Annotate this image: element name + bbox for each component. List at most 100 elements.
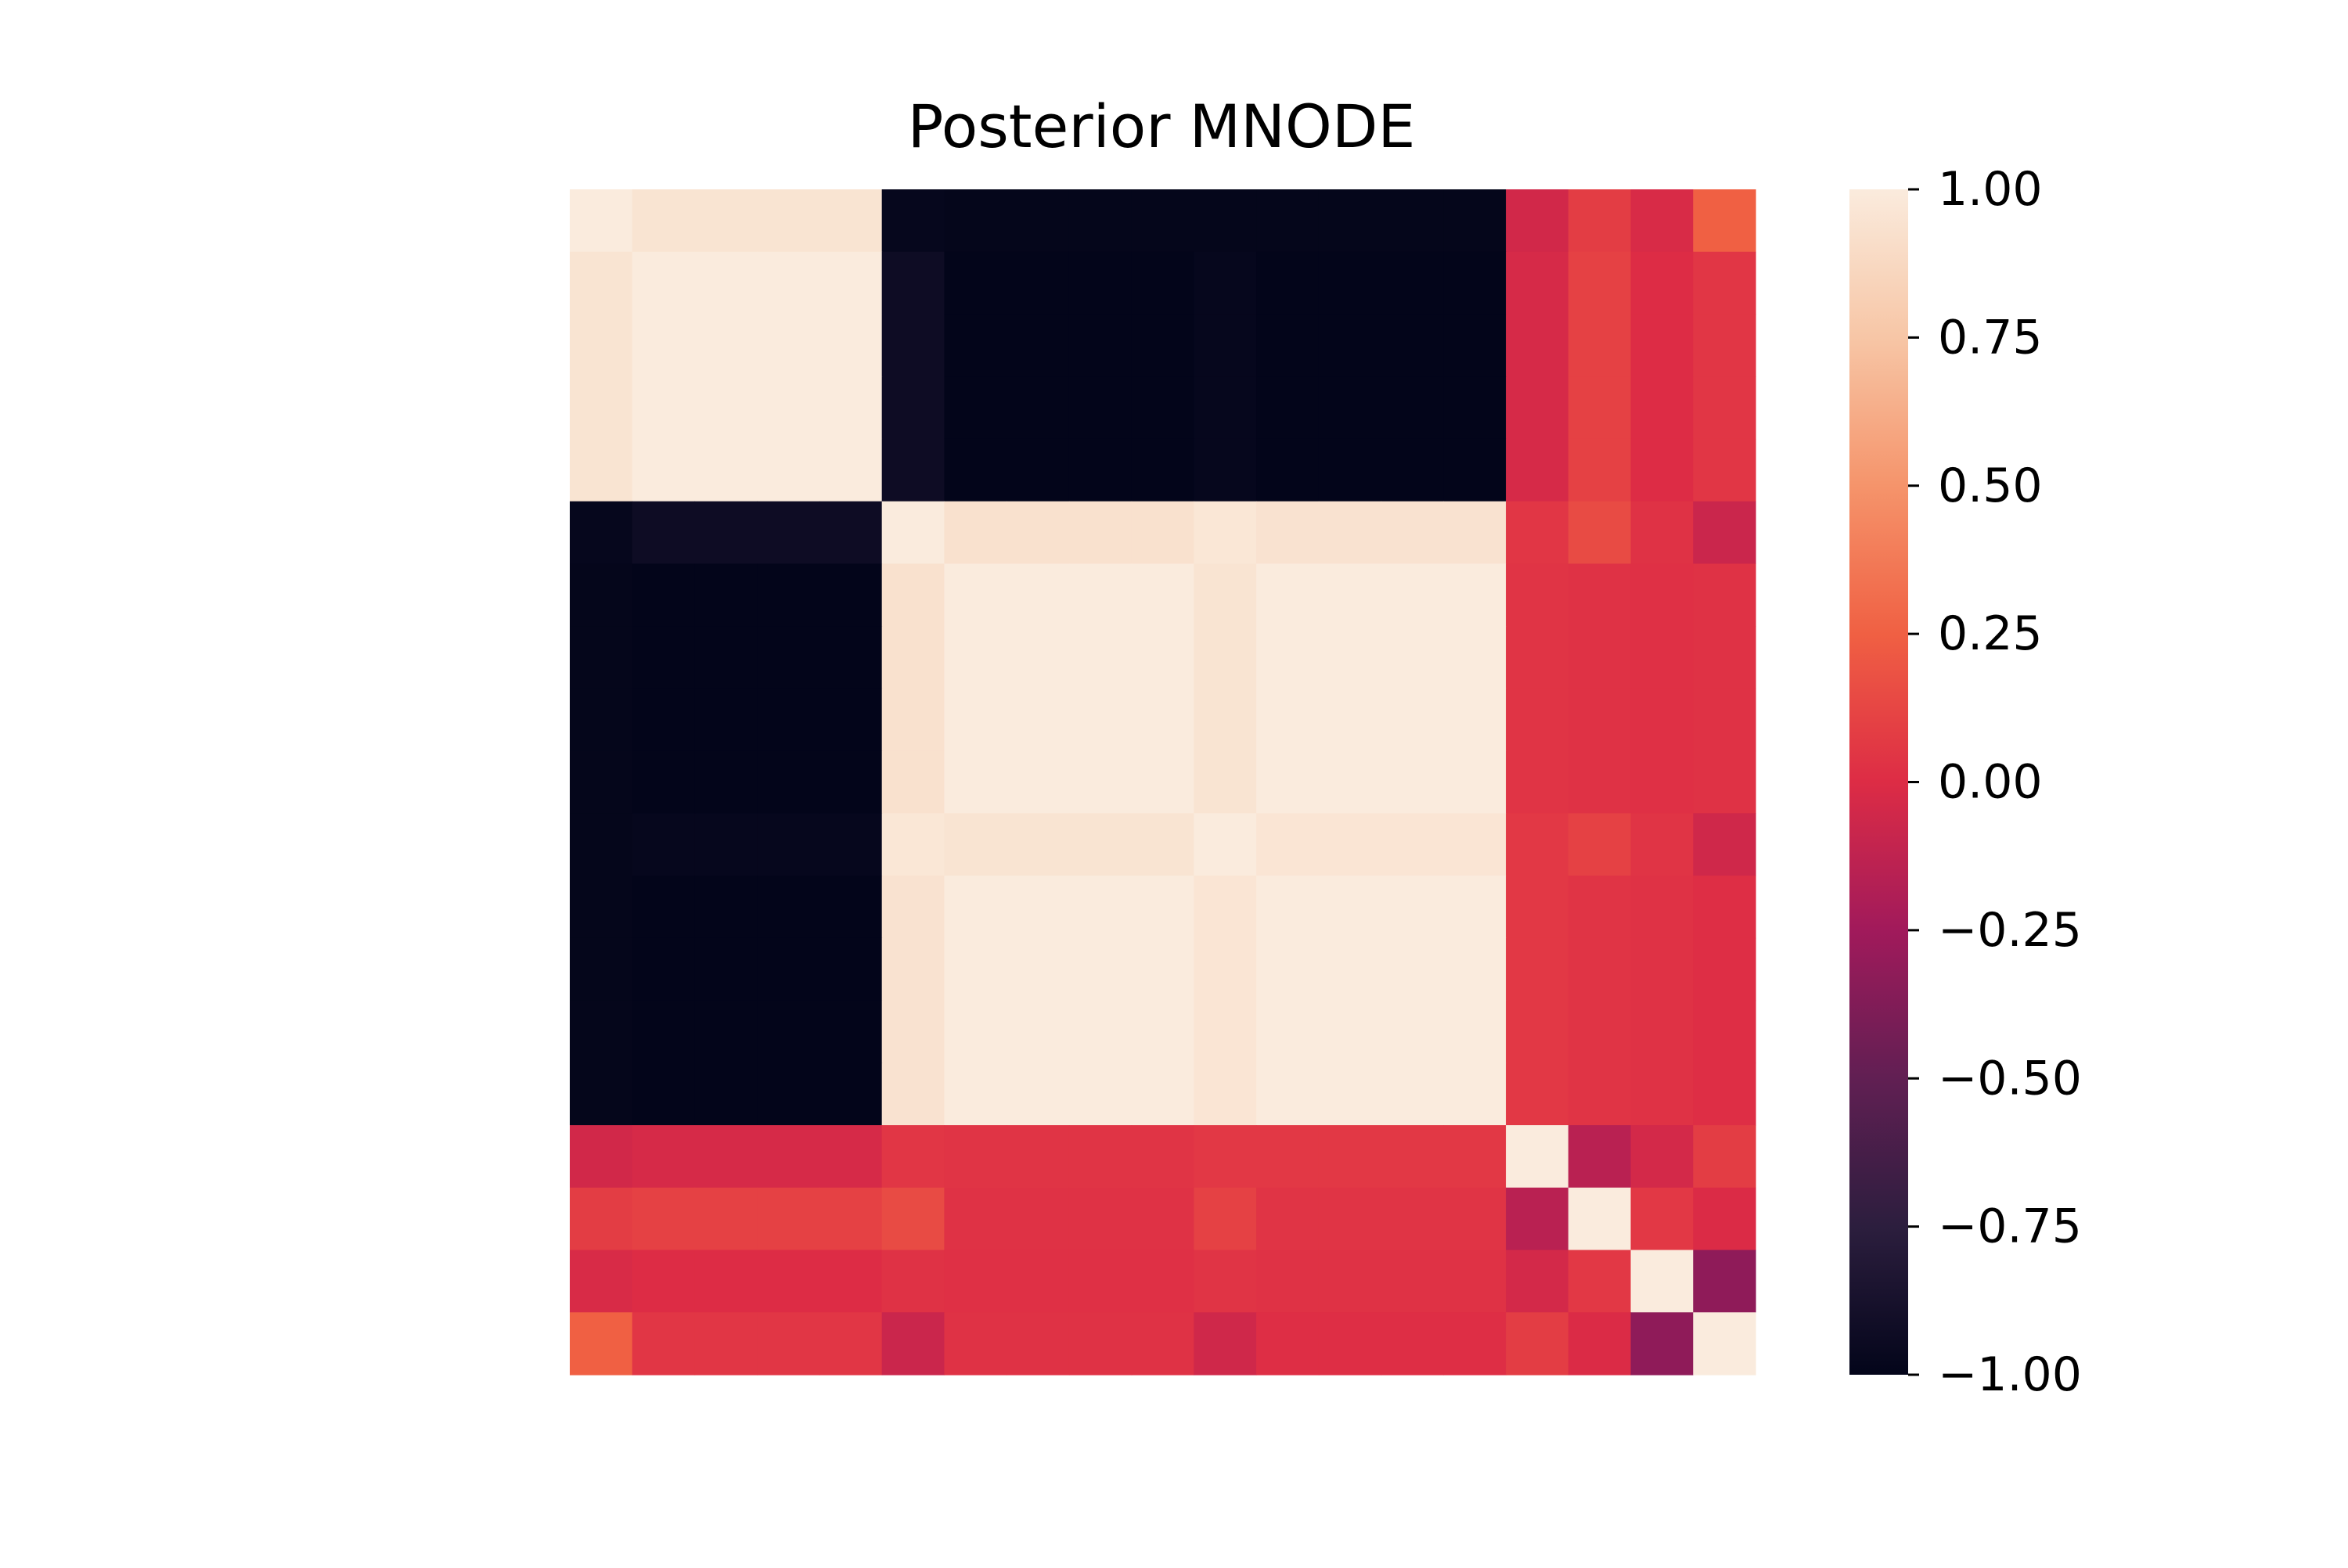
heatmap-cell-4-4 — [819, 438, 883, 502]
heatmap-cell-6-16 — [1568, 563, 1632, 627]
heatmap-cell-13-15 — [1506, 1000, 1569, 1063]
heatmap-cell-0-8 — [1068, 189, 1133, 253]
heatmap-cell-2-1 — [632, 314, 696, 377]
heatmap-cell-13-1 — [632, 1000, 696, 1063]
heatmap-cell-5-5 — [881, 501, 945, 565]
heatmap-cell-16-15 — [1506, 1187, 1569, 1251]
heatmap-cell-2-0 — [570, 314, 633, 377]
heatmap-cell-0-4 — [819, 189, 883, 253]
colorbar-tick-label: −0.75 — [1938, 1199, 2082, 1254]
heatmap-cell-10-1 — [632, 813, 696, 876]
heatmap-cell-4-14 — [1443, 438, 1507, 502]
heatmap-cell-11-3 — [757, 876, 820, 939]
heatmap-cell-1-6 — [944, 251, 1007, 315]
heatmap-cell-11-14 — [1443, 876, 1507, 939]
heatmap-cell-4-12 — [1318, 438, 1382, 502]
heatmap-cell-0-14 — [1443, 189, 1507, 253]
heatmap-cell-2-17 — [1630, 314, 1694, 377]
heatmap-cell-15-11 — [1256, 1125, 1320, 1189]
heatmap-cell-14-4 — [819, 1063, 883, 1126]
heatmap-cell-8-13 — [1381, 688, 1444, 752]
heatmap-cell-13-12 — [1318, 1000, 1382, 1063]
heatmap-cell-3-0 — [570, 376, 633, 440]
heatmap-cell-7-8 — [1068, 626, 1133, 689]
heatmap-cell-12-1 — [632, 937, 696, 1002]
heatmap-cell-5-7 — [1007, 501, 1070, 565]
colorbar-tick-label: 0.00 — [1938, 755, 2043, 810]
heatmap-cell-17-5 — [881, 1250, 945, 1313]
heatmap-cell-2-4 — [819, 314, 883, 377]
heatmap-cell-10-15 — [1506, 813, 1569, 876]
heatmap-cell-15-17 — [1630, 1125, 1694, 1189]
heatmap-cell-9-2 — [694, 750, 758, 814]
heatmap-cell-11-0 — [570, 876, 633, 939]
heatmap-cell-18-6 — [944, 1312, 1007, 1376]
heatmap-cell-0-10 — [1194, 189, 1257, 253]
heatmap-cell-14-15 — [1506, 1063, 1569, 1126]
heatmap-cell-18-3 — [757, 1312, 820, 1376]
heatmap-cell-2-14 — [1443, 314, 1507, 377]
heatmap-cell-16-18 — [1693, 1187, 1756, 1251]
heatmap-cell-15-8 — [1068, 1125, 1133, 1189]
heatmap-cell-17-18 — [1693, 1250, 1756, 1313]
heatmap-cell-5-17 — [1630, 501, 1694, 565]
heatmap-cell-14-13 — [1381, 1063, 1444, 1126]
heatmap-cell-1-12 — [1318, 251, 1382, 315]
heatmap-cell-17-13 — [1381, 1250, 1444, 1313]
heatmap-cell-9-12 — [1318, 750, 1382, 814]
heatmap-cell-15-16 — [1568, 1125, 1632, 1189]
heatmap-cell-11-10 — [1194, 876, 1257, 939]
heatmap-cell-3-1 — [632, 376, 696, 440]
heatmap-cell-16-3 — [757, 1187, 820, 1251]
heatmap-cell-3-5 — [881, 376, 945, 440]
heatmap-cell-14-1 — [632, 1063, 696, 1126]
heatmap-cell-4-15 — [1506, 438, 1569, 502]
heatmap-cell-12-17 — [1630, 937, 1694, 1002]
heatmap-cell-18-12 — [1318, 1312, 1382, 1376]
heatmap-cell-18-14 — [1443, 1312, 1507, 1376]
heatmap-cell-6-10 — [1194, 563, 1257, 627]
heatmap-cell-6-6 — [944, 563, 1007, 627]
heatmap-cell-4-17 — [1630, 438, 1694, 502]
heatmap-cell-6-4 — [819, 563, 883, 627]
heatmap-cell-8-12 — [1318, 688, 1382, 752]
heatmap-cell-7-16 — [1568, 626, 1632, 689]
heatmap-cell-18-7 — [1007, 1312, 1070, 1376]
heatmap-cell-0-18 — [1693, 189, 1756, 253]
heatmap-cell-10-9 — [1131, 813, 1194, 876]
heatmap-cell-9-17 — [1630, 750, 1694, 814]
colorbar-tick-label: 1.00 — [1938, 162, 2043, 217]
heatmap-cell-7-12 — [1318, 626, 1382, 689]
colorbar-ticks: 1.00 0.75 0.50 0.25 0.00 −0.25 −0.50 −0.75 −1.00 — [1908, 162, 2082, 1402]
heatmap-cell-12-14 — [1443, 937, 1507, 1002]
heatmap-cell-0-17 — [1630, 189, 1694, 253]
heatmap-cell-1-2 — [694, 251, 758, 315]
heatmap-cell-0-7 — [1007, 189, 1070, 253]
heatmap-cell-16-16 — [1568, 1187, 1632, 1251]
heatmap-cell-8-0 — [570, 688, 633, 752]
heatmap-cell-12-9 — [1131, 937, 1194, 1002]
heatmap-cell-18-2 — [694, 1312, 758, 1376]
heatmap-cell-15-6 — [944, 1125, 1007, 1189]
heatmap-cell-16-9 — [1131, 1187, 1194, 1251]
heatmap-cell-7-3 — [757, 626, 820, 689]
heatmap-cell-13-6 — [944, 1000, 1007, 1063]
heatmap-cell-4-1 — [632, 438, 696, 502]
heatmap-cell-1-5 — [881, 251, 945, 315]
heatmap-cell-6-2 — [694, 563, 758, 627]
heatmap-cell-17-3 — [757, 1250, 820, 1313]
heatmap-cell-14-0 — [570, 1063, 633, 1126]
heatmap-cell-8-2 — [694, 688, 758, 752]
heatmap-cell-11-18 — [1693, 876, 1756, 939]
heatmap-cell-6-8 — [1068, 563, 1133, 627]
heatmap-cell-12-11 — [1256, 937, 1320, 1002]
heatmap-cell-1-18 — [1693, 251, 1756, 315]
heatmap-cell-8-14 — [1443, 688, 1507, 752]
heatmap-cell-12-0 — [570, 937, 633, 1002]
heatmap-cell-6-11 — [1256, 563, 1320, 627]
heatmap-cell-7-17 — [1630, 626, 1694, 689]
heatmap-cell-1-4 — [819, 251, 883, 315]
heatmap-cell-4-6 — [944, 438, 1007, 502]
heatmap-cell-13-18 — [1693, 1000, 1756, 1063]
